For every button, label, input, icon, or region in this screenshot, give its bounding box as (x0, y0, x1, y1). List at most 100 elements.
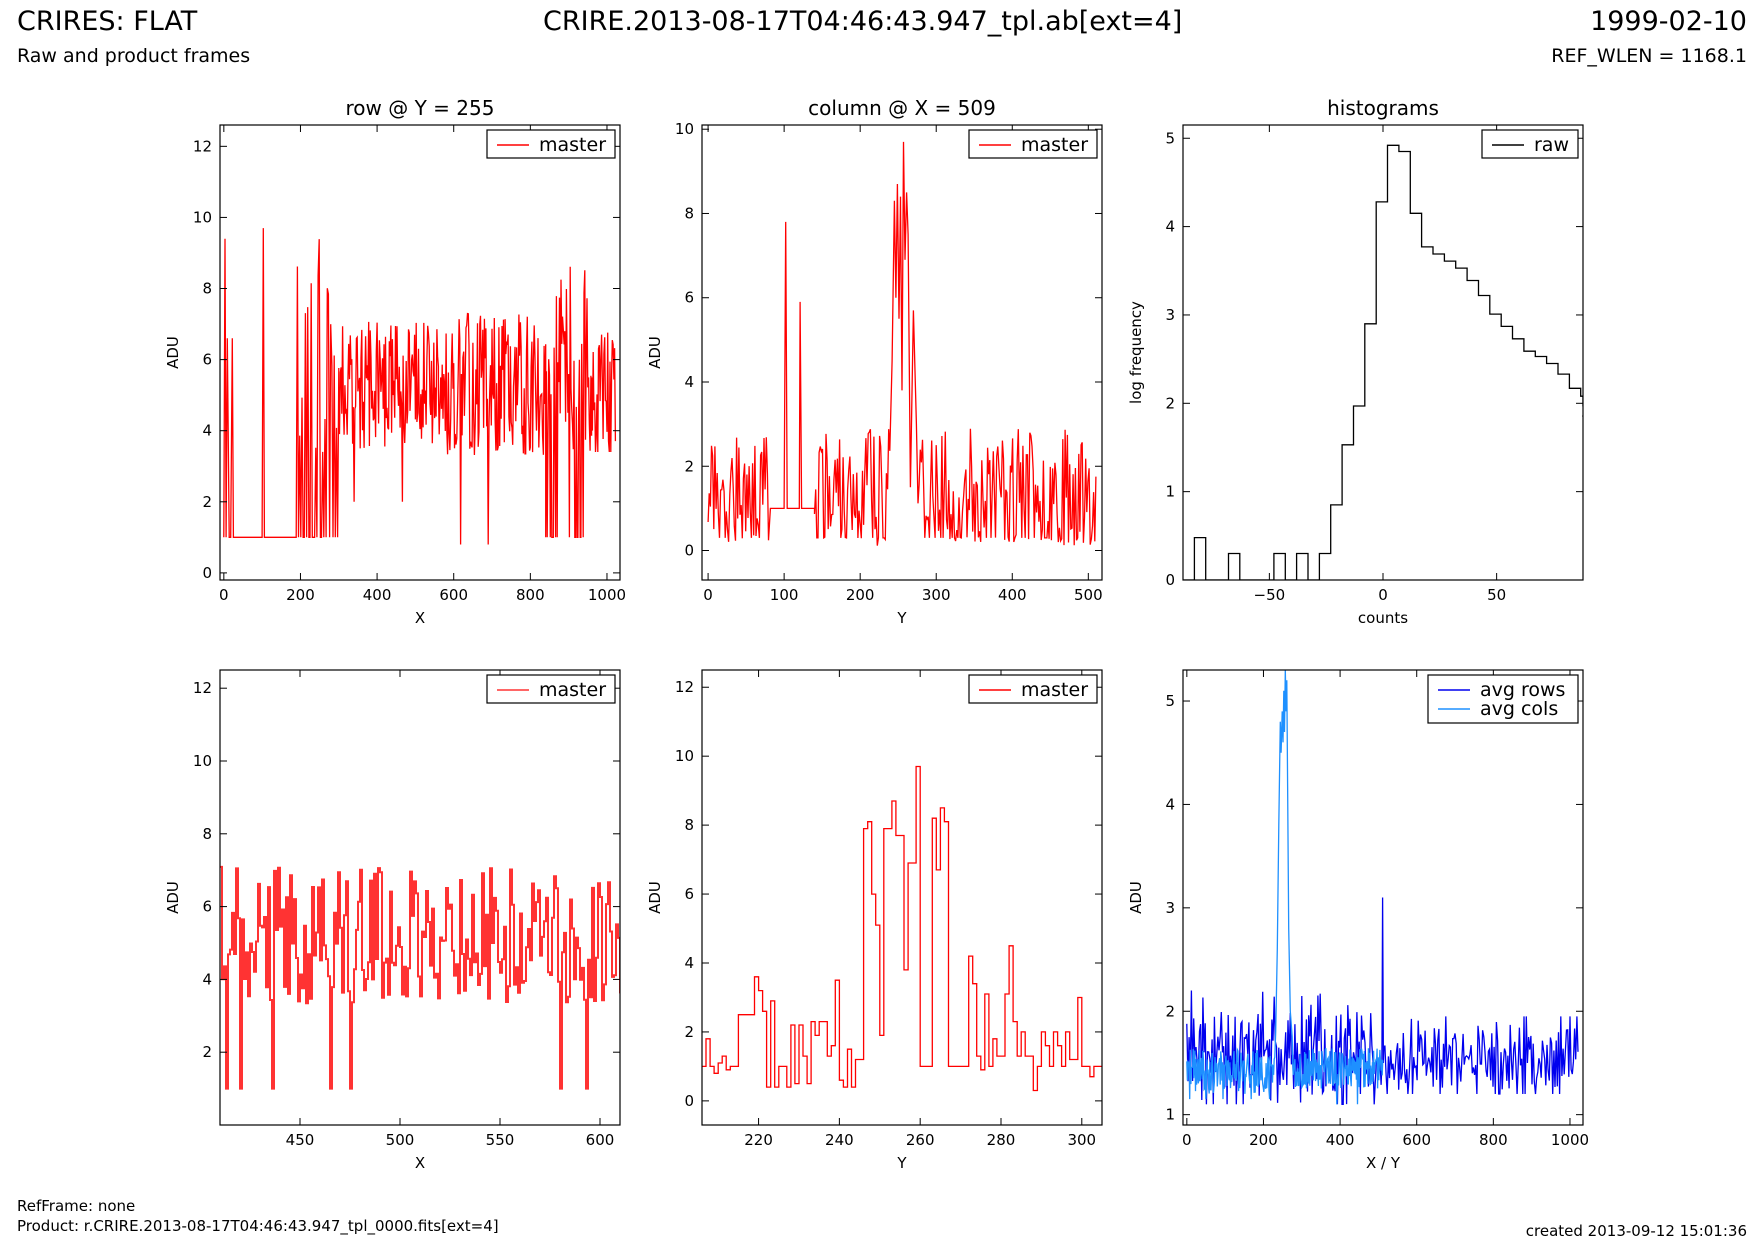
y-tick-label: 8 (684, 816, 694, 834)
plot-frame (219, 669, 621, 1126)
y-tick-label: 4 (202, 970, 212, 988)
series-master (220, 865, 620, 1090)
series-avg-cols (1186, 670, 1384, 1105)
x-tick-label: 450 (286, 1131, 315, 1149)
y-tick-label: 4 (1165, 218, 1175, 236)
chart-title: column @ X = 509 (808, 96, 996, 120)
x-tick-label: 200 (1249, 1131, 1278, 1149)
x-tick-label: 0 (219, 586, 229, 604)
y-tick-label: 2 (684, 457, 694, 475)
y-tick-label: 8 (202, 280, 212, 298)
x-tick-label: 100 (770, 586, 799, 604)
series-master (223, 228, 617, 545)
plot-frame (1182, 124, 1584, 581)
x-tick-label: 400 (998, 586, 1027, 604)
x-tick-label: 0 (1378, 586, 1388, 604)
y-axis-label: ADU (646, 336, 664, 369)
y-tick-label: 10 (675, 120, 694, 138)
x-tick-label: 220 (744, 1131, 773, 1149)
y-tick-label: 0 (684, 542, 694, 560)
x-tick-label: 240 (825, 1131, 854, 1149)
y-tick-label: 12 (193, 679, 212, 697)
x-tick-label: 800 (516, 586, 545, 604)
y-tick-label: 2 (684, 1023, 694, 1041)
y-tick-label: 6 (202, 351, 212, 369)
x-tick-label: 500 (1074, 586, 1103, 604)
y-tick-label: 2 (202, 1043, 212, 1061)
y-tick-label: 8 (684, 204, 694, 222)
x-tick-label: 800 (1479, 1131, 1508, 1149)
legend-entry: master (539, 679, 606, 701)
series-master (702, 765, 1102, 1092)
y-tick-label: 3 (1165, 306, 1175, 324)
page-title: CRIRES: FLAT (17, 6, 198, 37)
chart-title: histograms (1327, 96, 1439, 120)
legend: master (486, 129, 616, 159)
chart-avg: 0 200 400 600 800 1000 1 2 3 4 5 X / Y ADU avg rowsav… (1127, 669, 1589, 1172)
y-tick-label: 0 (684, 1092, 694, 1110)
legend: master (968, 674, 1098, 704)
x-axis-label: X (415, 1154, 425, 1172)
y-tick-label: 4 (202, 422, 212, 440)
y-axis-label: ADU (164, 881, 182, 914)
x-axis-label: Y (896, 1154, 907, 1172)
x-axis-label: X (415, 609, 425, 627)
series-master (707, 141, 1097, 546)
y-tick-label: 10 (675, 747, 694, 765)
y-axis-label: ADU (1127, 881, 1145, 914)
y-tick-label: 2 (1165, 394, 1175, 412)
x-tick-label: 200 (846, 586, 875, 604)
y-tick-label: 5 (1165, 129, 1175, 147)
series-raw (1183, 144, 1583, 580)
chart-col: 0 100 200 300 400 500 0 2 4 6 8 10 column @ X = 509 Y… (646, 96, 1103, 627)
x-tick-label: 400 (1326, 1131, 1355, 1149)
legend: master (968, 129, 1098, 159)
y-tick-label: 2 (1165, 1002, 1175, 1020)
y-tick-label: 8 (202, 825, 212, 843)
footer-product: Product: r.CRIRE.2013-08-17T04:46:43.947… (17, 1217, 499, 1235)
y-tick-label: 12 (675, 678, 694, 696)
x-tick-label: 1000 (1551, 1131, 1589, 1149)
x-tick-label: 0 (703, 586, 713, 604)
x-axis-label: X / Y (1366, 1154, 1401, 1172)
x-tick-label: 500 (386, 1131, 415, 1149)
footer-created: created 2013-09-12 15:01:36 (1525, 1222, 1747, 1240)
y-tick-label: 12 (193, 137, 212, 155)
x-tick-label: 300 (922, 586, 951, 604)
x-tick-label: 50 (1487, 586, 1506, 604)
x-axis-label: counts (1358, 609, 1408, 627)
y-axis-label: ADU (164, 336, 182, 369)
y-tick-label: 10 (193, 752, 212, 770)
y-tick-label: 5 (1165, 692, 1175, 710)
x-tick-label: 300 (1067, 1131, 1096, 1149)
chart-hist: −50 0 50 0 1 2 3 4 5 histograms counts log frequenc… (1127, 96, 1584, 627)
y-tick-label: 4 (1165, 795, 1175, 813)
chart-colzoom: 220 240 260 280 300 0 2 4 6 8 10 12 Y ADU master (646, 669, 1103, 1172)
x-tick-label: 600 (1402, 1131, 1431, 1149)
x-tick-label: 400 (363, 586, 392, 604)
x-tick-label: 0 (1182, 1131, 1192, 1149)
legend-entry: raw (1534, 134, 1569, 156)
y-axis-label: log frequency (1127, 301, 1145, 404)
legend-entry: avg cols (1480, 698, 1558, 720)
observation-date: 1999-02-10 (1590, 6, 1747, 37)
legend-entry: master (539, 134, 606, 156)
plot-frame (219, 124, 621, 581)
legend-entry: master (1021, 679, 1088, 701)
y-tick-label: 0 (1165, 571, 1175, 589)
x-tick-label: 600 (586, 1131, 615, 1149)
x-tick-label: 550 (486, 1131, 515, 1149)
legend: raw (1481, 129, 1579, 159)
plot-frame (701, 669, 1103, 1126)
y-tick-label: 6 (202, 898, 212, 916)
y-tick-label: 1 (1165, 483, 1175, 501)
page-subtitle: Raw and product frames (17, 45, 251, 67)
y-tick-label: 1 (1165, 1106, 1175, 1124)
file-name: CRIRE.2013-08-17T04:46:43.947_tpl.ab[ext… (543, 6, 1183, 37)
ref-wlen: REF_WLEN = 1168.1 (1551, 45, 1747, 67)
series-avg-rows (1186, 897, 1579, 1105)
y-tick-label: 4 (684, 373, 694, 391)
chart-title: row @ Y = 255 (346, 96, 495, 120)
footer-ref-frame: RefFrame: none (17, 1197, 136, 1215)
